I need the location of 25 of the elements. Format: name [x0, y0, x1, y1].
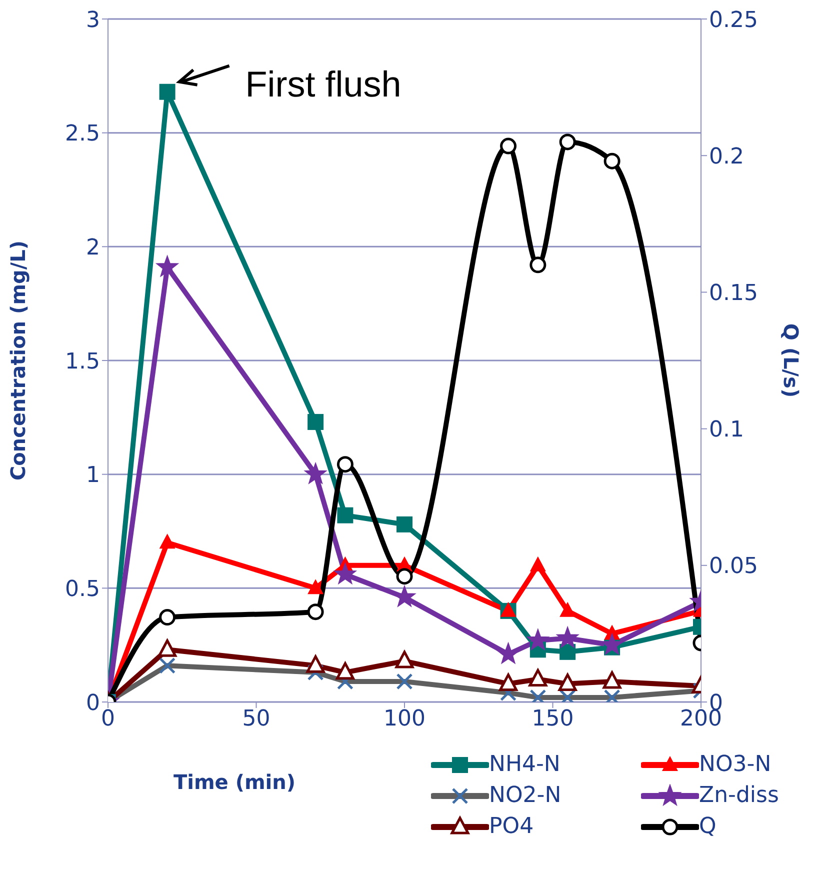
- x-axis-title: Time (min): [172, 769, 297, 794]
- y-tick-label: 2: [86, 235, 100, 260]
- y2-axis-title: Q (L/s): [778, 323, 803, 398]
- y-tick-label: 1.5: [65, 349, 100, 374]
- y2-tick-label: 0.2: [709, 144, 744, 170]
- legend-label: NO2-N: [489, 783, 562, 808]
- x-tick-label: 100: [384, 706, 426, 732]
- legend-label: PO4: [489, 814, 534, 839]
- y2-tick-label: 0.15: [709, 281, 758, 306]
- y-tick-label: 1: [86, 463, 100, 488]
- x-tick-label: 50: [242, 706, 270, 732]
- y-tick-label: 0: [86, 690, 100, 716]
- y-tick-label: 2.5: [65, 122, 100, 147]
- y2-tick-label: 0.25: [709, 8, 758, 33]
- y-tick-label: 3: [86, 8, 100, 33]
- x-tick-label: 150: [532, 706, 574, 732]
- legend-label: NO3-N: [699, 752, 772, 777]
- legend-label: Zn-diss: [699, 783, 779, 808]
- legend-label: Q: [699, 814, 716, 839]
- y-axis-title: Concentration (mg/L): [6, 240, 30, 481]
- y2-tick-label: 0.05: [709, 554, 758, 580]
- legend-label: NH4-N: [489, 752, 560, 777]
- y2-tick-label: 0.1: [709, 418, 744, 443]
- annotation: First flush: [245, 63, 402, 104]
- y-tick-label: 0.5: [65, 576, 100, 602]
